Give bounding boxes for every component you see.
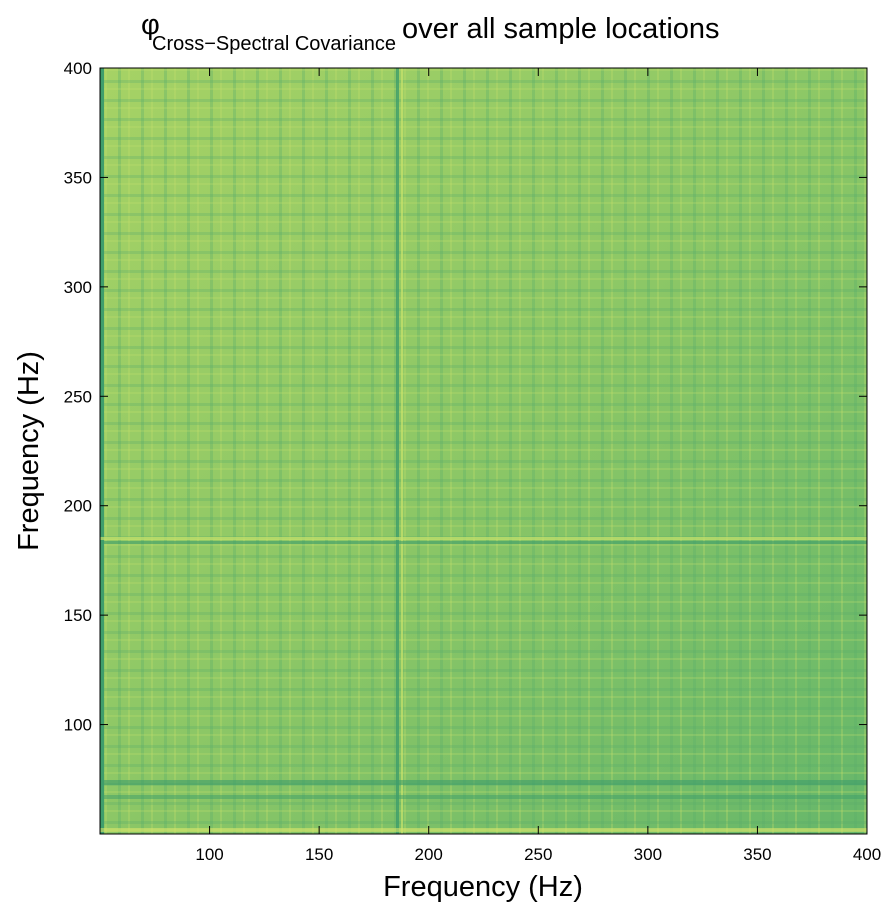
chart-title: over all sample locations <box>402 13 720 45</box>
y-tick-label: 150 <box>64 606 92 625</box>
y-tick-label: 200 <box>64 497 92 516</box>
x-tick-label: 100 <box>195 845 223 864</box>
heatmap-image <box>100 68 867 834</box>
x-tick-label: 200 <box>415 845 443 864</box>
x-tick-label: 350 <box>743 845 771 864</box>
x-tick-label: 300 <box>634 845 662 864</box>
x-tick-label: 150 <box>305 845 333 864</box>
y-tick-label: 400 <box>64 59 92 78</box>
x-tick-label: 400 <box>853 845 881 864</box>
y-tick-label: 350 <box>64 168 92 187</box>
y-axis-label: Frequency (Hz) <box>13 351 45 551</box>
y-tick-label: 250 <box>64 387 92 406</box>
x-axis-label: Frequency (Hz) <box>383 871 583 903</box>
title-subscript: Cross−Spectral Covariance <box>152 33 396 55</box>
x-tick-label: 250 <box>524 845 552 864</box>
title-symbol: φ <box>141 9 160 41</box>
y-tick-label: 100 <box>64 716 92 735</box>
plot-frame <box>99 67 868 835</box>
y-tick-label: 300 <box>64 278 92 297</box>
